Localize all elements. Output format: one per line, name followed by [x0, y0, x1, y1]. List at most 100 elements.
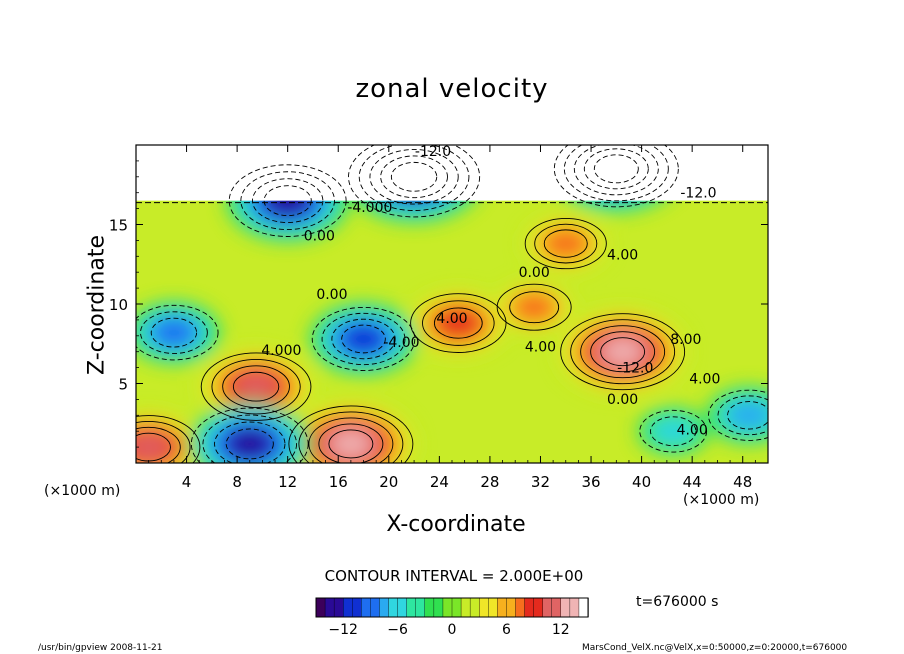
contour-line [422, 300, 495, 346]
colorbar-cell [352, 597, 363, 618]
x-tick-label: 12 [278, 473, 297, 491]
field-blob [228, 429, 271, 459]
chart-title: zonal velocity [355, 74, 549, 104]
x-tick-label: 48 [733, 473, 752, 491]
contour-label: 4.00 [525, 340, 556, 356]
contour-line [580, 325, 666, 379]
colorbar-cell [415, 597, 426, 618]
contour-line [573, 145, 659, 196]
contour-line [534, 223, 598, 264]
field-blob [544, 228, 588, 259]
contour-line [590, 331, 656, 373]
contour-line [331, 318, 396, 360]
colorbar-cell [578, 597, 589, 618]
contour-line [570, 319, 676, 385]
contour-line [593, 154, 639, 184]
contour-line [136, 415, 201, 463]
colorbar-cell [497, 597, 508, 618]
contour-label: 4.000 [261, 343, 301, 359]
contour-line [369, 149, 459, 205]
contour-interval-text: CONTOUR INTERVAL = 2.000E+00 [324, 567, 584, 585]
contour-line [240, 171, 335, 230]
contour-line [263, 185, 312, 217]
contour-line [496, 283, 572, 331]
y-axis-label: Z-coordinate [84, 235, 110, 375]
colorbar-tick-label: −12 [328, 622, 358, 638]
contour-line [390, 161, 438, 192]
colorbar: −12 −6 0 6 12 [315, 597, 589, 638]
contour-label: -4.000 [347, 200, 392, 216]
contour-line [560, 313, 686, 391]
velocity-field: -12.0 -12.0 -4.000 0.00 4.00 0.00 0.00 4.00 4.00… [136, 145, 768, 463]
colorbar-cell [442, 597, 453, 618]
contour-line [214, 421, 286, 463]
contour-line [140, 311, 208, 354]
colorbar-cell [479, 597, 489, 618]
colorbar-tick-label: 12 [552, 622, 570, 638]
contour-line [639, 409, 708, 453]
contour-label: 4.00 [689, 372, 720, 388]
colorbar-cell [469, 597, 480, 618]
contour-line [348, 145, 481, 218]
colorbar-cell [569, 597, 580, 618]
contour-label: 0.00 [607, 392, 638, 408]
colorbar-cell [542, 597, 553, 618]
colorbar-cell [460, 597, 471, 618]
x-tick-label: 36 [581, 473, 600, 491]
contour-label: 4.00 [436, 311, 467, 327]
contour-line [252, 178, 324, 224]
colorbar-cell [343, 597, 353, 618]
x-tick-label: 28 [480, 473, 499, 491]
colorbar-cell [379, 597, 390, 618]
contour-line [228, 164, 347, 237]
x-unit-label-right: (×1000 m) [683, 492, 760, 508]
contour-label: -4.00 [383, 335, 419, 351]
contour-label: 0.00 [316, 287, 347, 303]
contour-line [583, 148, 649, 190]
colorbar-tick-label: 0 [448, 622, 457, 638]
contour-line [321, 312, 406, 366]
contour-label: 4.00 [607, 247, 638, 263]
contour-line [600, 337, 646, 367]
contour-line [222, 365, 290, 408]
colorbar-tick-label: −6 [387, 622, 408, 638]
colorbar-cell [333, 597, 344, 618]
contour-line [200, 352, 312, 421]
field-blob [513, 292, 555, 322]
contour-line [136, 426, 181, 463]
contour-label: 0.00 [304, 228, 335, 244]
colorbar-cell [397, 597, 408, 618]
contour-line [341, 324, 386, 354]
contour-line [650, 416, 697, 447]
contour-line [708, 389, 768, 441]
contour-line [232, 371, 280, 402]
contour-line [202, 414, 298, 463]
footer-right: MarsCond_VelX.nc@VelX,x=0:50000,z=0:2000… [582, 643, 848, 653]
y-tick-label: 10 [109, 296, 128, 314]
field-blob [153, 318, 195, 347]
contour-line [150, 317, 198, 348]
contour-line [311, 306, 416, 372]
x-axis-label: X-coordinate [386, 512, 526, 537]
field-blob [329, 429, 373, 459]
contour-line [298, 411, 404, 463]
colorbar-frame [315, 597, 589, 618]
contour-line [717, 395, 768, 436]
colorbar-cell [433, 597, 444, 618]
field-blob [436, 308, 480, 338]
contour-line [380, 155, 448, 199]
contour-label: -12.0 [680, 185, 716, 201]
x-tick-label: 44 [683, 473, 702, 491]
contour-label: 8.00 [670, 332, 701, 348]
field-blob [234, 371, 278, 402]
colorbar-cell [388, 597, 399, 618]
x-tick-label: 24 [430, 473, 449, 491]
field-blob [342, 324, 385, 354]
field-blob [651, 416, 695, 447]
colorbar-cell [533, 597, 544, 618]
colorbar-cell [451, 597, 462, 618]
colorbar-cell [551, 597, 562, 618]
colorbar-cell [361, 597, 372, 618]
colorbar-cell [560, 597, 571, 618]
